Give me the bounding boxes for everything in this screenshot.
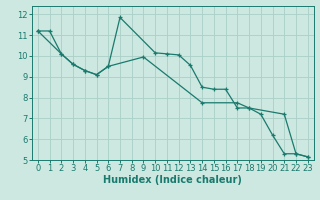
- X-axis label: Humidex (Indice chaleur): Humidex (Indice chaleur): [103, 175, 242, 185]
